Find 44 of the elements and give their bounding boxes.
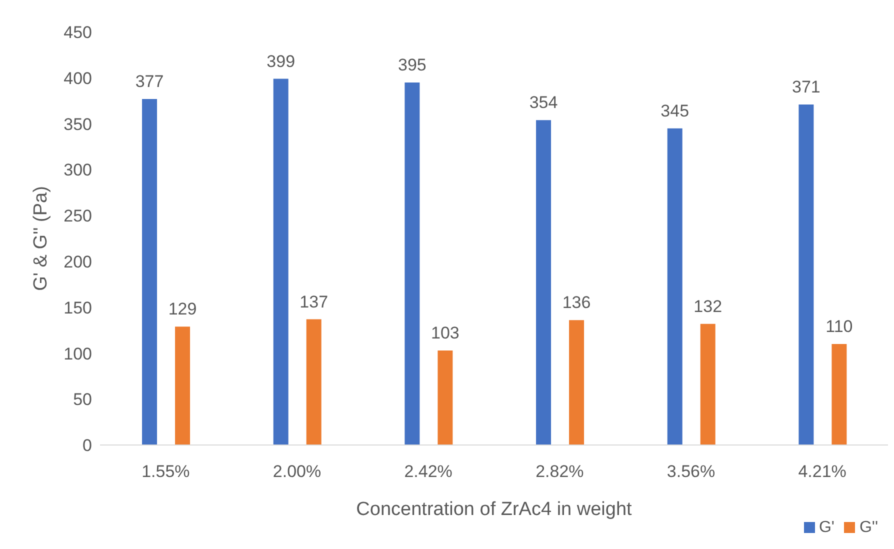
data-label: 354 — [529, 93, 558, 112]
y-tick-label: 200 — [64, 252, 92, 272]
x-tick-label: 3.56% — [666, 462, 716, 482]
data-label: 137 — [300, 292, 328, 312]
data-label: 399 — [266, 52, 296, 71]
x-tick-label: 2.00% — [272, 462, 322, 482]
bar — [536, 120, 552, 445]
x-tick-label: 2.82% — [536, 462, 584, 482]
data-label: 136 — [562, 293, 591, 312]
y-tick-label: 300 — [64, 160, 92, 180]
bar — [306, 319, 322, 445]
bar — [175, 326, 190, 445]
legend-label: G'' — [859, 519, 878, 536]
legend-label: G' — [818, 519, 834, 536]
bar — [569, 320, 584, 445]
bar — [438, 350, 453, 445]
bar — [273, 78, 288, 445]
data-label: 132 — [694, 296, 722, 316]
x-tick-label: 4.21% — [798, 462, 846, 482]
y-axis-title: G' & G'' (Pa) — [30, 186, 52, 291]
y-tick-label: 150 — [64, 298, 92, 318]
bar — [700, 324, 716, 445]
y-tick-label: 400 — [64, 68, 92, 88]
x-tick-label: 1.55% — [142, 462, 190, 482]
data-label: 110 — [826, 317, 853, 336]
data-label: 377 — [135, 72, 164, 91]
bar — [832, 344, 847, 445]
x-axis-title: Concentration of ZrAc4 in weight — [356, 499, 633, 520]
data-label: 371 — [792, 78, 820, 97]
y-tick-label: 50 — [73, 390, 92, 410]
bar — [667, 128, 682, 445]
bar — [798, 104, 814, 445]
bar — [142, 99, 158, 445]
bar — [404, 82, 420, 445]
y-tick-label: 350 — [64, 114, 92, 134]
x-tick-label: 2.42% — [404, 462, 452, 482]
y-tick-label: 0 — [82, 436, 92, 456]
y-tick-label: 100 — [64, 344, 92, 364]
y-tick-label: 250 — [64, 206, 92, 226]
y-tick-label: 450 — [64, 23, 92, 42]
data-label: 129 — [168, 300, 197, 319]
data-label: 345 — [660, 101, 690, 120]
data-label: 395 — [398, 55, 426, 74]
data-label: 103 — [431, 323, 460, 342]
